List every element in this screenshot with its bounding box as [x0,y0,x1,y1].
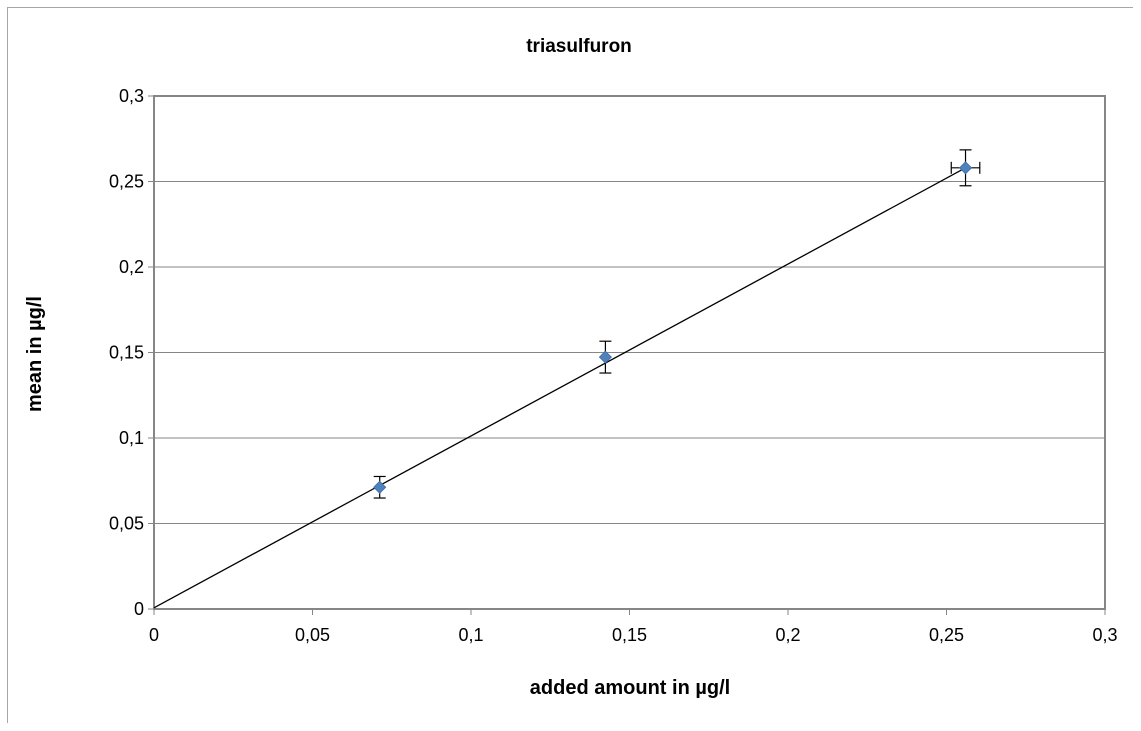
x-tick-label: 0,25 [929,625,964,645]
x-tick-label: 0,1 [458,625,483,645]
y-tick-label: 0 [134,599,144,619]
chart-frame [7,7,1133,723]
y-axis-title: mean in µg/l [24,296,46,412]
trendline [153,167,966,609]
data-points [373,161,973,494]
x-tick-label: 0,3 [1092,625,1117,645]
y-tick-label: 0,05 [109,514,144,534]
x-tick-label: 0,15 [612,625,647,645]
data-point [958,161,973,175]
data-point [373,480,387,494]
y-tick-label: 0,15 [109,343,144,363]
data-point [598,350,612,364]
x-tick-label: 0,2 [775,625,800,645]
x-axis-ticks: 0 0,05 0,1 0,15 0,2 0,25 0,3 [149,609,1118,645]
chart-title: triasulfuron [526,36,632,57]
x-tick-label: 0,05 [295,625,330,645]
y-tick-label: 0,25 [109,172,144,192]
y-tick-label: 0,3 [119,86,144,106]
x-axis-title: added amount in µg/l [530,677,730,699]
x-tick-label: 0 [149,625,159,645]
y-tick-label: 0,1 [119,428,144,448]
y-axis-ticks: 0 0,05 0,1 0,15 0,2 0,25 0,3 [109,86,154,619]
gridlines [154,181,1105,524]
y-tick-label: 0,2 [119,257,144,277]
trendline-group [153,167,966,609]
